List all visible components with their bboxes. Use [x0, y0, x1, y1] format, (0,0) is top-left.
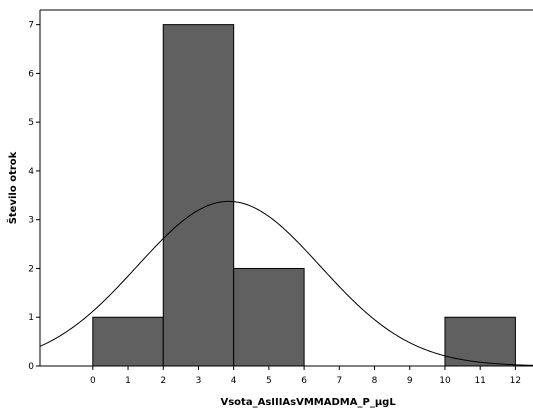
y-tick-label: 3	[28, 216, 34, 226]
x-tick-label: 3	[196, 376, 202, 386]
y-axis-title: Število otrok	[6, 151, 19, 224]
y-tick-label: 0	[28, 362, 34, 372]
x-tick-label: 1	[125, 376, 131, 386]
x-tick-label: 5	[266, 376, 272, 386]
x-axis-title: Vsota_AsIIIAsVMMADMA_P_µgL	[220, 397, 396, 408]
y-tick-label: 4	[28, 167, 34, 177]
normal-curve-line	[39, 200, 533, 366]
y-tick-label: 2	[28, 264, 34, 274]
histogram-bar-2-4	[162, 24, 235, 367]
x-tick-label: 10	[439, 376, 451, 386]
y-tick-label: 6	[28, 69, 34, 79]
x-tick-label: 7	[336, 376, 342, 386]
histogram-bar-0-2	[92, 316, 164, 367]
x-tick-label: 12	[510, 376, 521, 386]
x-tick-label: 4	[231, 376, 237, 386]
y-tick-label: 7	[28, 21, 34, 31]
bars-layer	[92, 24, 516, 367]
x-tick-label: 0	[90, 376, 96, 386]
histogram-bar-4-6	[233, 267, 305, 367]
histogram-bar-10-12	[444, 316, 516, 367]
x-tick-label: 2	[160, 376, 166, 386]
y-tick-label: 5	[28, 118, 34, 128]
x-tick-label: 8	[372, 376, 378, 386]
x-tick-label: 9	[407, 376, 413, 386]
normal-curve-layer	[39, 200, 533, 366]
x-tick-label: 6	[301, 376, 307, 386]
x-tick-label: 11	[474, 376, 485, 386]
y-tick-label: 1	[28, 313, 34, 323]
